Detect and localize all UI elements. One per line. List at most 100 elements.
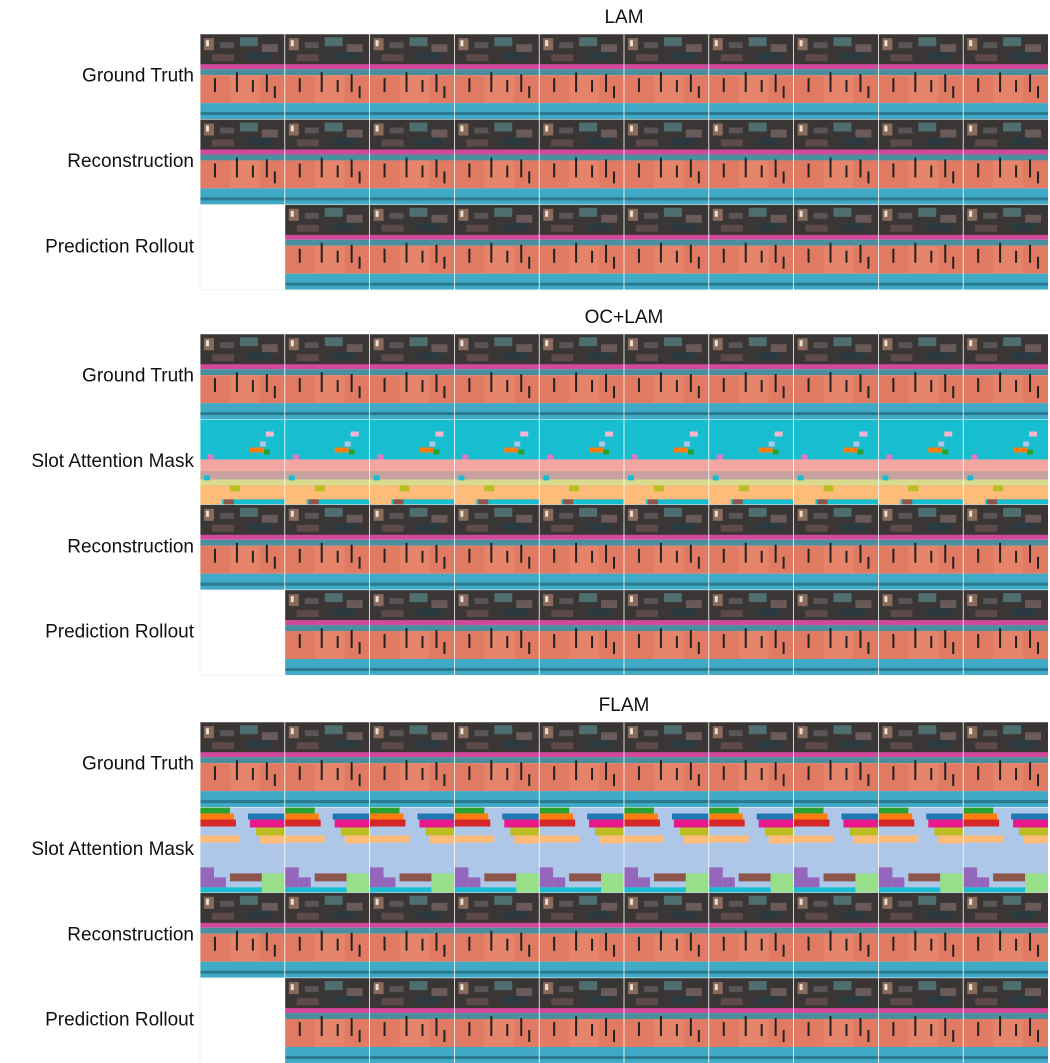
frame [963, 808, 1048, 893]
row-label: Slot Attention Mask [31, 839, 194, 860]
frame [878, 722, 963, 807]
frame [539, 334, 624, 419]
frame [624, 34, 709, 119]
row-label: Ground Truth [82, 366, 194, 387]
frame [963, 334, 1048, 419]
frame [709, 205, 794, 290]
row-label: Reconstruction [67, 151, 194, 172]
frame [794, 120, 879, 205]
row-label: Reconstruction [67, 924, 194, 945]
frame [200, 808, 285, 893]
frame [539, 808, 624, 893]
frame [454, 893, 539, 978]
frame [285, 808, 370, 893]
frame [963, 505, 1048, 590]
frame [878, 334, 963, 419]
frame [285, 34, 370, 119]
row-label: Ground Truth [82, 66, 194, 87]
frame [454, 34, 539, 119]
frame [370, 893, 455, 978]
frame [963, 34, 1048, 119]
frame [709, 420, 794, 505]
frame [963, 893, 1048, 978]
frame [200, 722, 285, 807]
frame [794, 590, 879, 675]
frame [709, 590, 794, 675]
blank-frame [200, 205, 285, 290]
frame [963, 205, 1048, 290]
row-label: Prediction Rollout [45, 236, 195, 257]
frame [370, 505, 455, 590]
frame [200, 420, 285, 505]
frame [200, 120, 285, 205]
frame [794, 893, 879, 978]
frame [285, 590, 370, 675]
row-label: Reconstruction [67, 536, 194, 557]
frame [370, 420, 455, 505]
frame [454, 978, 539, 1063]
frame [454, 120, 539, 205]
frame [878, 808, 963, 893]
frame [794, 808, 879, 893]
frame [794, 505, 879, 590]
panel-title: LAM [604, 7, 643, 28]
frame [709, 893, 794, 978]
frame [878, 34, 963, 119]
frame [624, 978, 709, 1063]
frame [878, 205, 963, 290]
frame [878, 120, 963, 205]
frame [370, 590, 455, 675]
frame [794, 34, 879, 119]
frame [454, 334, 539, 419]
frame [539, 505, 624, 590]
frame [200, 893, 285, 978]
frame [709, 34, 794, 119]
frame [539, 420, 624, 505]
blank-frame [200, 978, 285, 1063]
frame [370, 34, 455, 119]
frame [454, 505, 539, 590]
frame [370, 722, 455, 807]
frame [370, 205, 455, 290]
frame [454, 590, 539, 675]
frame [285, 505, 370, 590]
frame [709, 120, 794, 205]
frame [454, 420, 539, 505]
frame [539, 34, 624, 119]
row-label: Slot Attention Mask [31, 451, 194, 472]
frame [454, 722, 539, 807]
frame [624, 205, 709, 290]
frame [963, 120, 1048, 205]
frame [709, 808, 794, 893]
frame [539, 205, 624, 290]
panel-title: OC+LAM [585, 307, 664, 328]
frame [709, 722, 794, 807]
frame [285, 420, 370, 505]
frame [285, 334, 370, 419]
frame [200, 505, 285, 590]
frame [539, 722, 624, 807]
frame [285, 120, 370, 205]
frame [539, 120, 624, 205]
frame [285, 893, 370, 978]
frame [285, 978, 370, 1063]
frame [539, 893, 624, 978]
frame [370, 808, 455, 893]
frame [285, 722, 370, 807]
blank-frame [200, 590, 285, 675]
frame [539, 590, 624, 675]
frame [963, 590, 1048, 675]
frame [963, 722, 1048, 807]
frame [709, 505, 794, 590]
figure: LAM Ground Truth Reconstruction Prediction … [0, 0, 1050, 1063]
frame [539, 978, 624, 1063]
frame [794, 978, 879, 1063]
frame [624, 808, 709, 893]
frame [624, 590, 709, 675]
frame [624, 722, 709, 807]
frame [624, 334, 709, 419]
frame [794, 334, 879, 419]
frame [709, 978, 794, 1063]
panel-title: FLAM [599, 695, 650, 716]
frame [370, 334, 455, 419]
